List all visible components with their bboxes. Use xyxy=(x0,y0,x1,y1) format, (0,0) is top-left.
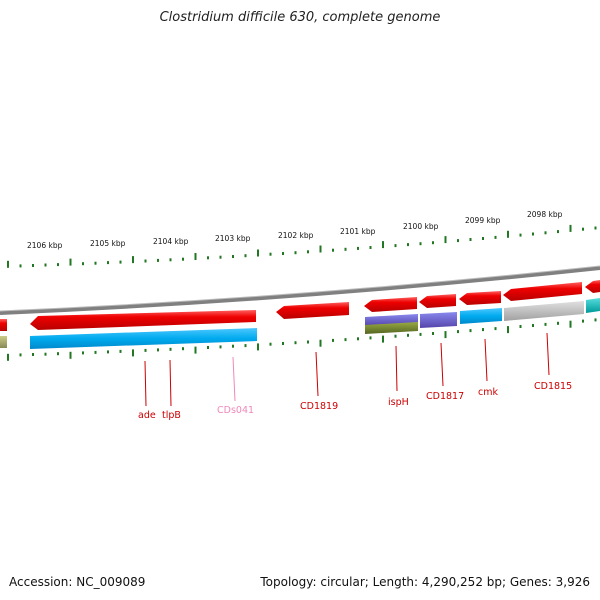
gene-labels: ade tlpB CDs041 CD1819 ispH CD1817 cmk C… xyxy=(138,381,572,421)
genome-summary-text: Topology: circular; Length: 4,290,252 bp… xyxy=(260,575,590,589)
cds-feature xyxy=(276,302,349,319)
cds-feature xyxy=(460,308,502,324)
kbp-label: 2104 kbp xyxy=(153,237,189,246)
gene-label-CDs041: CDs041 xyxy=(217,405,254,416)
cds-feature xyxy=(364,297,417,312)
gene-label-cmk: cmk xyxy=(478,387,498,398)
cds-feature xyxy=(0,319,7,331)
cds-feature xyxy=(30,310,256,330)
cds-feature xyxy=(365,322,418,334)
gene-label-tlpB: tlpB xyxy=(162,410,181,421)
gene-leader-lines xyxy=(144,332,550,407)
kbp-label: 2103 kbp xyxy=(215,234,251,243)
forward-strand-features xyxy=(0,280,600,331)
leader-line xyxy=(315,351,319,397)
inner-scale-ticks xyxy=(7,318,597,361)
cds-feature xyxy=(504,301,584,321)
map-title: Clostridium difficile 630, complete geno… xyxy=(159,10,441,25)
kbp-label: 2101 kbp xyxy=(340,227,376,236)
kbp-label: 2100 kbp xyxy=(403,222,439,231)
cds-feature xyxy=(419,294,456,308)
gene-label-ade: ade xyxy=(138,410,156,421)
cds-feature xyxy=(30,328,257,349)
leader-line xyxy=(484,338,488,382)
cds-feature xyxy=(0,336,7,348)
leader-line xyxy=(395,345,398,392)
gene-label-CD1815: CD1815 xyxy=(534,381,572,392)
outer-scale-ticks xyxy=(7,224,597,268)
cds-feature xyxy=(420,312,457,328)
kbp-label: 2099 kbp xyxy=(465,216,501,225)
leader-line xyxy=(546,332,550,376)
kbp-label: 2106 kbp xyxy=(27,241,63,250)
cds-feature xyxy=(585,280,600,293)
leader-line xyxy=(440,342,444,387)
kbp-label: 2102 kbp xyxy=(278,231,314,240)
gene-label-CD1817: CD1817 xyxy=(426,391,464,402)
cds-feature xyxy=(503,282,582,301)
kbp-label: 2105 kbp xyxy=(90,239,126,248)
gene-label-CD1819: CD1819 xyxy=(300,401,338,412)
gene-label-ispH: ispH xyxy=(388,397,409,408)
genome-backbone xyxy=(0,266,600,315)
leader-line xyxy=(169,359,172,407)
accession-text: Accession: NC_009089 xyxy=(9,575,146,589)
leader-line xyxy=(144,360,147,407)
reverse-strand-features xyxy=(0,298,600,349)
cds-feature xyxy=(586,298,600,313)
cds-feature xyxy=(459,291,501,305)
kbp-label: 2098 kbp xyxy=(527,210,563,219)
leader-line xyxy=(232,356,236,402)
kbp-scale-labels: 2106 kbp 2105 kbp 2104 kbp 2103 kbp 2102… xyxy=(27,210,563,250)
